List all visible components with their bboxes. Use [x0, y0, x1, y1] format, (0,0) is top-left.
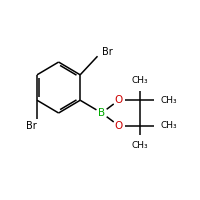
Text: O: O: [115, 121, 123, 131]
Text: Br: Br: [102, 47, 112, 57]
Text: CH₃: CH₃: [132, 141, 149, 150]
Text: Br: Br: [26, 121, 37, 131]
Text: O: O: [115, 95, 123, 105]
Text: CH₃: CH₃: [160, 96, 177, 105]
Text: CH₃: CH₃: [132, 76, 149, 85]
Text: B: B: [98, 108, 105, 118]
Text: CH₃: CH₃: [160, 121, 177, 130]
